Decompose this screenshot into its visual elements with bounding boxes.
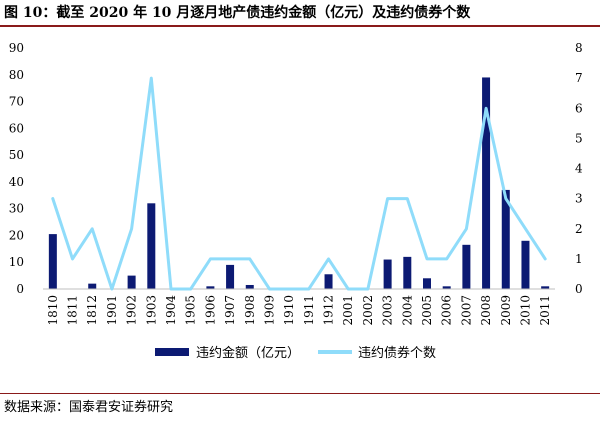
bar-2003 [383, 259, 392, 289]
left-tick-label: 70 [9, 95, 24, 109]
x-axis-ticks: 1810 1811 1812 1901 1902 1903 1904 1905 1906 1907… [46, 295, 552, 326]
x-tick-label: 2004 [400, 295, 414, 326]
line-layer [51, 76, 547, 291]
left-tick-label: 0 [16, 282, 24, 296]
left-tick-label: 90 [9, 41, 24, 55]
title-rule [0, 25, 600, 27]
x-tick-label: 1907 [223, 295, 237, 326]
bar-2009 [501, 189, 510, 289]
right-tick-label: 7 [575, 71, 583, 85]
right-tick-label: 1 [575, 252, 583, 266]
bar-1812 [88, 283, 97, 289]
left-tick-label: 50 [9, 148, 24, 162]
source-note: 数据来源：国泰君安证券研究 [4, 400, 174, 415]
x-tick-label: 1901 [105, 295, 119, 326]
bar-1908 [245, 284, 254, 289]
left-tick-label: 80 [9, 68, 24, 82]
left-tick-label: 20 [9, 228, 24, 242]
series-line-default-count [51, 76, 547, 291]
legend-line-label: 违约债券个数 [358, 345, 436, 361]
figure-title: 图 10：截至 2020 年 10 月逐月地产债违约金额（亿元）及违约债券个数 [4, 5, 471, 21]
bar-2011 [541, 286, 550, 289]
x-tick-label: 2007 [459, 295, 473, 326]
left-tick-label: 60 [9, 121, 24, 135]
right-axis-ticks: 0 1 2 3 4 5 6 7 8 [575, 41, 583, 296]
x-tick-label: 2008 [479, 295, 493, 326]
bar-2007 [462, 244, 471, 289]
x-tick-label: 2011 [538, 295, 552, 326]
x-tick-label: 1812 [85, 295, 99, 326]
right-tick-label: 6 [575, 101, 583, 115]
x-tick-label: 1910 [282, 295, 296, 326]
x-tick-label: 2009 [499, 295, 513, 326]
x-tick-label: 1903 [144, 295, 158, 326]
x-tick-label: 2003 [381, 295, 395, 326]
right-tick-label: 4 [575, 162, 583, 176]
right-tick-label: 3 [575, 192, 583, 206]
x-tick-label: 1902 [125, 295, 139, 326]
left-tick-label: 30 [9, 202, 24, 216]
legend: 违约金额（亿元） 违约债券个数 [155, 345, 436, 361]
left-tick-label: 40 [9, 175, 24, 189]
x-tick-label: 1905 [184, 295, 198, 326]
bar-1810 [48, 234, 57, 289]
bars-layer [48, 77, 550, 289]
bar-2008 [482, 77, 491, 289]
x-tick-label: 1911 [302, 295, 316, 326]
right-tick-label: 0 [575, 282, 583, 296]
left-axis-ticks: 0 10 20 30 40 50 60 70 80 90 [9, 41, 24, 296]
bar-2004 [403, 256, 412, 289]
x-tick-label: 2001 [341, 295, 355, 326]
x-tick-label: 1811 [66, 295, 80, 326]
source-rule [0, 393, 600, 394]
bar-2005 [423, 278, 431, 289]
x-tick-label: 2002 [361, 295, 375, 326]
bar-1902 [127, 275, 136, 289]
x-tick-label: 1912 [322, 295, 336, 326]
x-tick-label: 1906 [203, 295, 217, 326]
x-tick-label: 2010 [518, 295, 532, 326]
legend-bar-label: 违约金额（亿元） [196, 345, 300, 361]
x-tick-label: 1908 [243, 295, 257, 326]
bar-2010 [521, 240, 530, 289]
x-tick-label: 1909 [262, 295, 276, 326]
legend-bar-swatch [155, 348, 189, 356]
x-tick-label: 2005 [420, 295, 434, 326]
x-tick-label: 1810 [46, 295, 60, 326]
bar-2006 [442, 286, 451, 289]
bar-1912 [324, 274, 333, 289]
x-tick-label: 2006 [440, 295, 454, 326]
bar-1906 [206, 286, 215, 289]
bar-1903 [147, 203, 156, 289]
x-tick-label: 1904 [164, 295, 178, 326]
bar-1907 [226, 264, 235, 289]
right-tick-label: 5 [575, 131, 583, 145]
right-tick-label: 8 [575, 41, 583, 55]
right-tick-label: 2 [575, 222, 583, 236]
left-tick-label: 10 [9, 255, 24, 269]
